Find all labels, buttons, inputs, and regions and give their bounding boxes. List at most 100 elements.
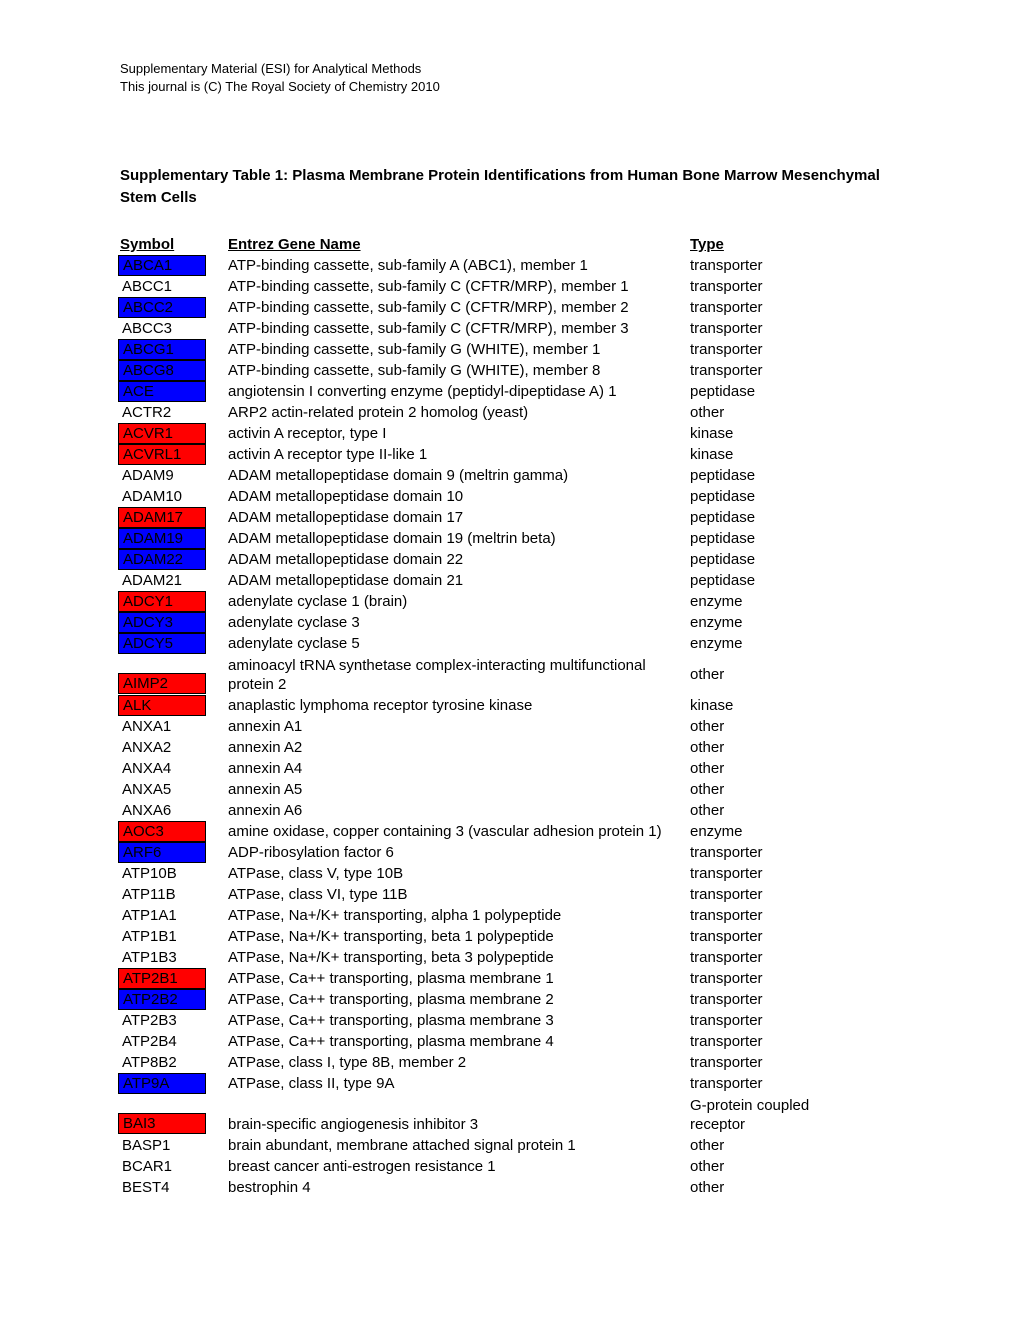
table-row-gene: brain-specific angiogenesis inhibitor 3 [228, 1094, 690, 1135]
table-row-symbol: ATP11B [118, 884, 206, 905]
header-line-1: Supplementary Material (ESI) for Analyti… [120, 60, 910, 78]
table-row-gene: annexin A6 [228, 800, 690, 821]
table-row-gene: ATPase, Na+/K+ transporting, beta 3 poly… [228, 947, 690, 968]
table-row-gene: ATPase, class V, type 10B [228, 863, 690, 884]
table-row-type: transporter [690, 339, 860, 360]
table-row-gene: anaplastic lymphoma receptor tyrosine ki… [228, 695, 690, 716]
table-row-symbol: ADAM22 [118, 549, 206, 570]
table-row-symbol: ANXA6 [118, 800, 206, 821]
table-row-gene: ATP-binding cassette, sub-family A (ABC1… [228, 255, 690, 276]
table-row-gene: ATP-binding cassette, sub-family G (WHIT… [228, 360, 690, 381]
table-row-gene: annexin A4 [228, 758, 690, 779]
table-row-type: peptidase [690, 486, 860, 507]
table-row-type: other [690, 1156, 860, 1177]
table-row-type: transporter [690, 255, 860, 276]
table-row-symbol: ANXA1 [118, 716, 206, 737]
table-row-type: transporter [690, 989, 860, 1010]
table-row-symbol: ADCY3 [118, 612, 206, 633]
table-row-gene: bestrophin 4 [228, 1177, 690, 1198]
protein-table: Symbol Entrez Gene Name Type ABCA1ATP-bi… [120, 237, 910, 1198]
table-row-symbol: ANXA2 [118, 737, 206, 758]
table-row-type: other [690, 758, 860, 779]
table-row-symbol: BEST4 [118, 1177, 206, 1198]
table-title: Supplementary Table 1: Plasma Membrane P… [120, 165, 910, 209]
table-row-symbol: ARF6 [118, 842, 206, 863]
table-row-symbol: ADAM10 [118, 486, 206, 507]
table-row-type: other [690, 1177, 860, 1198]
header-line-2: This journal is (C) The Royal Society of… [120, 78, 910, 96]
table-row-type: enzyme [690, 612, 860, 633]
table-row-symbol: AIMP2 [118, 673, 206, 694]
table-row-gene: ATP-binding cassette, sub-family G (WHIT… [228, 339, 690, 360]
table-row-symbol: ADAM17 [118, 507, 206, 528]
table-row-gene: ATPase, class II, type 9A [228, 1073, 690, 1094]
table-row-symbol: ACVRL1 [118, 444, 206, 465]
table-row-type: transporter [690, 1031, 860, 1052]
table-row-type: transporter [690, 1052, 860, 1073]
table-row-type: peptidase [690, 528, 860, 549]
table-row-type: kinase [690, 423, 860, 444]
table-row-symbol: ATP1B3 [118, 947, 206, 968]
table-row-symbol: ANXA4 [118, 758, 206, 779]
column-header-gene: Entrez Gene Name [228, 237, 690, 255]
table-row-gene: activin A receptor, type I [228, 423, 690, 444]
table-row-gene: ATPase, Ca++ transporting, plasma membra… [228, 1010, 690, 1031]
table-row-symbol: ABCA1 [118, 255, 206, 276]
document-page: Supplementary Material (ESI) for Analyti… [0, 0, 1020, 1258]
table-row-gene: annexin A2 [228, 737, 690, 758]
table-row-symbol: ABCG1 [118, 339, 206, 360]
table-row-symbol: ATP8B2 [118, 1052, 206, 1073]
table-row-gene: ADAM metallopeptidase domain 19 (meltrin… [228, 528, 690, 549]
table-row-gene: ATPase, Na+/K+ transporting, alpha 1 pol… [228, 905, 690, 926]
table-row-type: transporter [690, 1010, 860, 1031]
table-row-symbol: ADAM19 [118, 528, 206, 549]
table-row-symbol: ADAM21 [118, 570, 206, 591]
table-row-gene: ADAM metallopeptidase domain 17 [228, 507, 690, 528]
table-row-type: transporter [690, 842, 860, 863]
table-row-type: peptidase [690, 549, 860, 570]
table-row-type: enzyme [690, 633, 860, 654]
table-row-symbol: ATP1A1 [118, 905, 206, 926]
table-row-gene: adenylate cyclase 3 [228, 612, 690, 633]
table-row-gene: ATPase, class VI, type 11B [228, 884, 690, 905]
table-row-gene: ATPase, Ca++ transporting, plasma membra… [228, 1031, 690, 1052]
table-row-type: transporter [690, 905, 860, 926]
table-row-type: transporter [690, 276, 860, 297]
table-row-type: transporter [690, 297, 860, 318]
table-row-gene: annexin A1 [228, 716, 690, 737]
table-row-type: peptidase [690, 465, 860, 486]
table-row-type: kinase [690, 695, 860, 716]
table-row-type: other [690, 402, 860, 423]
table-row-symbol: ABCG8 [118, 360, 206, 381]
table-row-symbol: ACTR2 [118, 402, 206, 423]
table-row-gene: ATP-binding cassette, sub-family C (CFTR… [228, 318, 690, 339]
table-row-symbol: ABCC1 [118, 276, 206, 297]
table-row-gene: adenylate cyclase 1 (brain) [228, 591, 690, 612]
table-row-symbol: BCAR1 [118, 1156, 206, 1177]
table-row-type: peptidase [690, 381, 860, 402]
table-row-gene: ATPase, class I, type 8B, member 2 [228, 1052, 690, 1073]
table-row-gene: ADAM metallopeptidase domain 22 [228, 549, 690, 570]
table-row-symbol: ADCY1 [118, 591, 206, 612]
table-row-symbol: ADCY5 [118, 633, 206, 654]
table-row-symbol: ATP9A [118, 1073, 206, 1094]
table-row-symbol: ATP2B1 [118, 968, 206, 989]
table-row-symbol: ABCC2 [118, 297, 206, 318]
table-row-symbol: BAI3 [118, 1113, 206, 1134]
table-row-gene: ATP-binding cassette, sub-family C (CFTR… [228, 297, 690, 318]
column-header-symbol: Symbol [120, 237, 228, 255]
table-row-symbol: ATP2B4 [118, 1031, 206, 1052]
table-row-gene: annexin A5 [228, 779, 690, 800]
table-row-gene: ADAM metallopeptidase domain 9 (meltrin … [228, 465, 690, 486]
table-row-type: G-protein coupled receptor [690, 1094, 860, 1135]
table-row-symbol: ABCC3 [118, 318, 206, 339]
table-row-type: transporter [690, 360, 860, 381]
table-row-type: other [690, 1135, 860, 1156]
table-row-gene: aminoacyl tRNA synthetase complex-intera… [228, 654, 690, 695]
table-row-type: enzyme [690, 591, 860, 612]
table-row-type: kinase [690, 444, 860, 465]
table-row-type: transporter [690, 926, 860, 947]
table-row-gene: ATPase, Na+/K+ transporting, beta 1 poly… [228, 926, 690, 947]
table-row-gene: brain abundant, membrane attached signal… [228, 1135, 690, 1156]
table-row-gene: activin A receptor type II-like 1 [228, 444, 690, 465]
